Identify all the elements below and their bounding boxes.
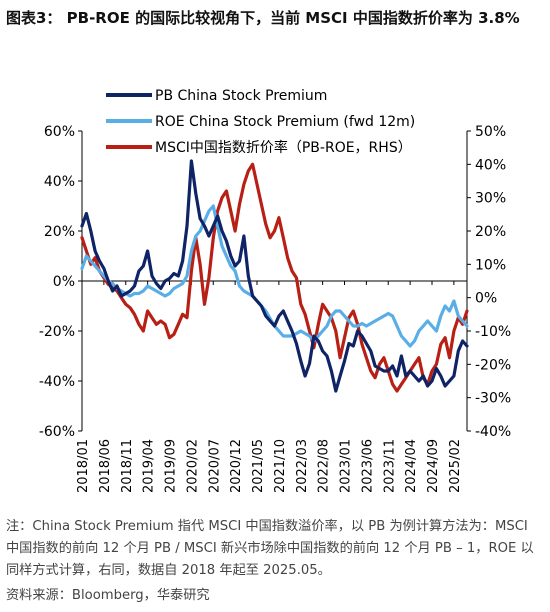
- x-tick-label: 2019/09: [164, 439, 179, 493]
- left-tick-label: -20%: [39, 324, 75, 340]
- x-tick-label: 2024/09: [426, 439, 441, 493]
- right-tick-label: 0%: [475, 291, 497, 307]
- x-tick-label: 2018/01: [76, 439, 91, 493]
- x-tick-label: 2019/04: [142, 439, 157, 493]
- x-tick-label: 2025/02: [448, 439, 463, 493]
- x-tick-label: 2021/10: [273, 439, 288, 493]
- x-tick-label: 2023/06: [360, 439, 375, 493]
- x-tick-label: 2022/08: [317, 439, 332, 493]
- chart-title: 图表3： PB-ROE 的国际比较视角下，当前 MSCI 中国指数折价率为 3.…: [6, 9, 520, 27]
- right-tick-label: -20%: [475, 357, 511, 373]
- right-tick-label: 40%: [475, 157, 506, 173]
- right-tick-label: 30%: [475, 191, 506, 207]
- right-tick-label: -40%: [475, 424, 511, 440]
- left-tick-label: -40%: [39, 374, 75, 390]
- x-tick-label: 2023/11: [382, 439, 397, 493]
- right-tick-label: -30%: [475, 391, 511, 407]
- series-line-3: [80, 162, 469, 393]
- x-tick-label: 2024/04: [404, 439, 419, 493]
- chart-source: 资料来源：Bloomberg，华泰研究: [6, 588, 210, 603]
- line-chart: -60% -40% -20% 0% 20% 40% 60% -40% -30% -20% -10% 0…: [39, 88, 511, 493]
- x-tick-label: 2021/05: [251, 439, 266, 493]
- right-tick-label: 10%: [475, 257, 506, 273]
- x-tick-label: 2020/12: [229, 439, 244, 493]
- right-tick-label: 50%: [475, 124, 506, 140]
- left-tick-label: 60%: [44, 124, 75, 140]
- x-tick-label: 2018/06: [98, 439, 113, 493]
- legend-label-3: MSCI中国指数折价率（PB-ROE，RHS）: [155, 139, 412, 156]
- series-line-1: [80, 159, 469, 393]
- x-tick-label: 2023/01: [339, 439, 354, 493]
- left-tick-label: 40%: [44, 174, 75, 190]
- chart-figure: -60% -40% -20% 0% 20% 40% 60% -40% -30% -20% -10% 0…: [0, 58, 550, 510]
- chart-note: 注：China Stock Premium 指代 MSCI 中国指数溢价率，以 …: [6, 519, 534, 578]
- x-tick-label: 2020/02: [185, 439, 200, 493]
- x-tick-label: 2018/11: [120, 439, 135, 493]
- right-tick-label: -10%: [475, 324, 511, 340]
- legend-label-1: PB China Stock Premium: [155, 88, 327, 104]
- right-tick-label: 20%: [475, 224, 506, 240]
- x-tick-label: 2020/07: [207, 439, 222, 493]
- left-tick-label: -60%: [39, 424, 75, 440]
- left-tick-label: 20%: [44, 224, 75, 240]
- x-tick-label: 2022/03: [295, 439, 310, 493]
- left-tick-label: 0%: [53, 274, 75, 290]
- legend-label-2: ROE China Stock Premium (fwd 12m): [155, 114, 415, 130]
